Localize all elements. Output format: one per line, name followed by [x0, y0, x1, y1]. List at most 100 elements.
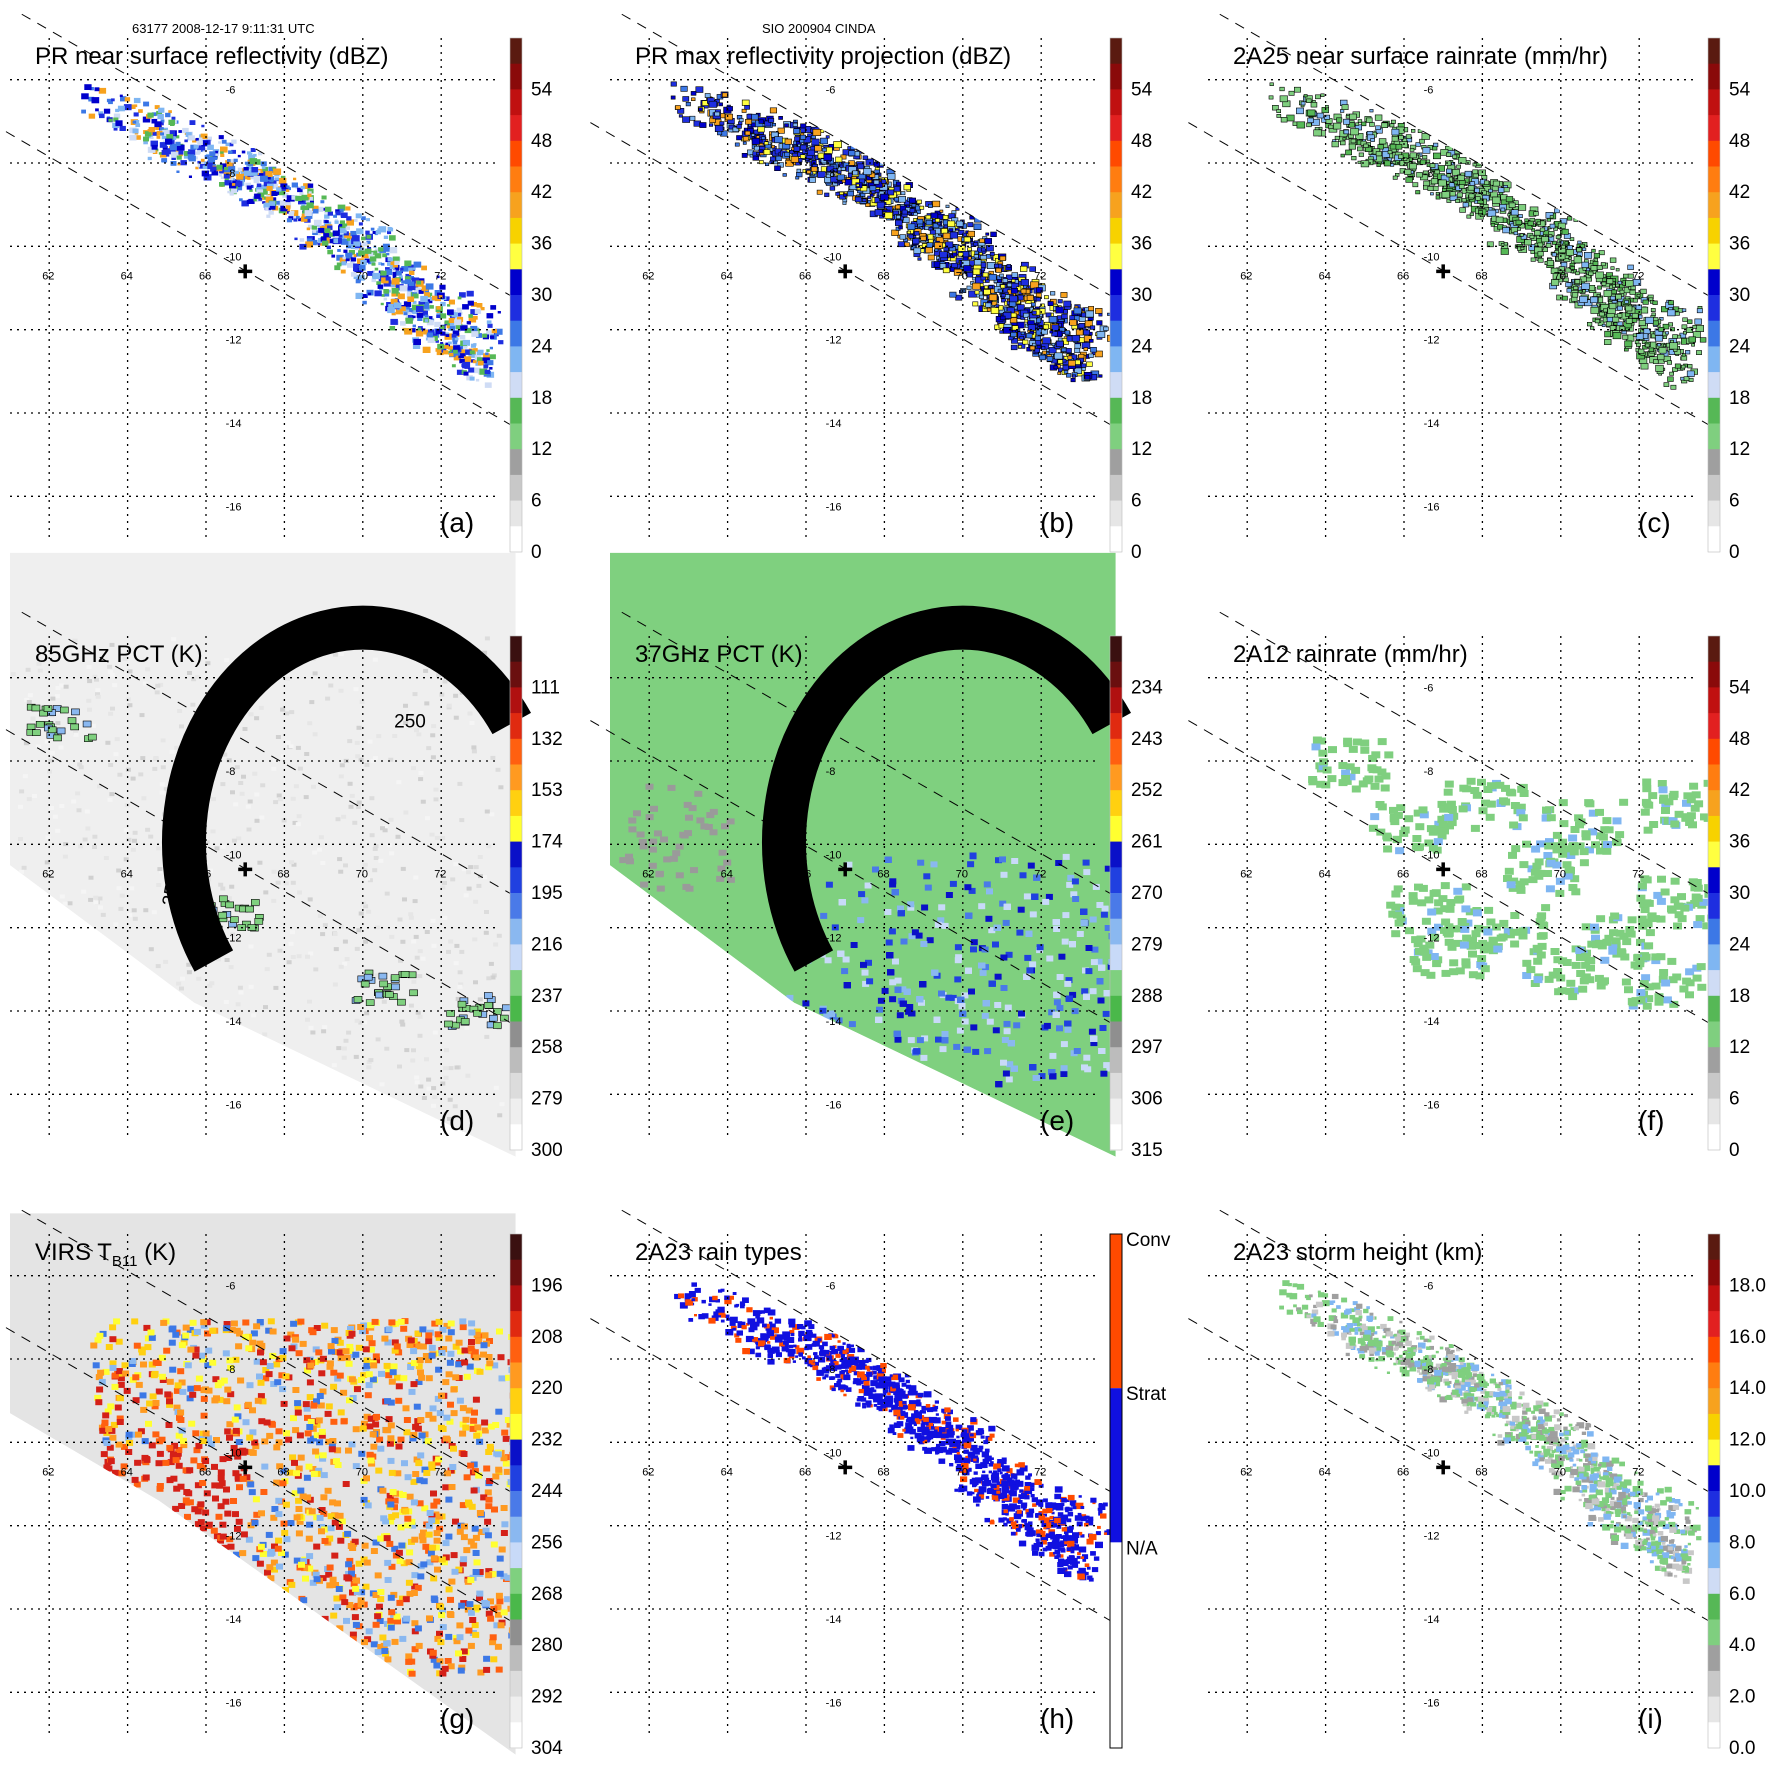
colorbar-label: 6	[531, 491, 542, 512]
lon-tick-label: 62	[1240, 869, 1252, 881]
colorbar-label: 220	[531, 1378, 563, 1399]
colorbar-label: 18	[1131, 388, 1152, 409]
lat-tick-label: -8	[226, 766, 236, 778]
panel-e: 62 64 66 68 70 72 -6 -8 -10 -12 -14 -16 37GHz PCT (K…	[590, 552, 1163, 1161]
lat-tick-label: -16	[226, 501, 242, 513]
lon-tick-label: 62	[642, 271, 654, 283]
colorbar-label: 24	[531, 336, 553, 357]
lat-tick-label: -12	[826, 933, 842, 945]
lat-tick-label: -16	[226, 1697, 242, 1709]
colorbar-label: 14.0	[1729, 1378, 1766, 1399]
colorbar-label: 4.0	[1729, 1635, 1755, 1656]
colorbar-label: 8.0	[1729, 1532, 1755, 1553]
colorbar-d: 111 132 153 174 195 216 237 258 279 300	[509, 635, 563, 1161]
colorbar-label: 315	[1131, 1140, 1163, 1161]
lon-tick-label: 70	[1554, 1467, 1566, 1479]
colorbar-label: 42	[1729, 182, 1750, 203]
panel-title: PR near surface reflectivity (dBZ)	[35, 43, 388, 70]
lat-tick-label: -14	[1424, 418, 1440, 430]
lat-tick-label: -6	[226, 85, 236, 97]
colorbar-label: 54	[1131, 79, 1153, 100]
lon-tick-label: 64	[1319, 271, 1331, 283]
colorbar-label: 244	[531, 1481, 563, 1502]
lon-tick-label: 72	[1034, 1467, 1046, 1479]
colorbar-label: 16.0	[1729, 1327, 1766, 1348]
lat-tick-label: -10	[826, 1447, 842, 1459]
colorbar-label: 30	[1729, 883, 1750, 904]
swath-edge	[1219, 13, 1711, 297]
lat-tick-label: -6	[826, 85, 836, 97]
colorbar-label: 12	[1131, 439, 1152, 460]
colorbar-label: 10.0	[1729, 1481, 1766, 1502]
panel-c: 62 64 66 68 70 72 -6 -8 -10 -12 -14 -16 2A25 near su…	[1188, 13, 1751, 563]
lon-tick-label: 68	[1475, 869, 1487, 881]
lon-tick-label: 68	[1475, 271, 1487, 283]
colorbar-label: 196	[531, 1275, 563, 1296]
colorbar-label: 208	[531, 1327, 563, 1348]
colorbar-label: 279	[1131, 934, 1163, 955]
lat-tick-label: -14	[826, 418, 842, 430]
lon-tick-label: 68	[877, 869, 889, 881]
lon-tick-label: 68	[877, 1467, 889, 1479]
lat-tick-label: -16	[226, 1099, 242, 1111]
swath-edge	[1219, 1209, 1711, 1493]
colorbar-a: 54 48 42 36 30 24 18 12 6 0	[509, 37, 553, 563]
panel-title: 2A23 rain types	[635, 1239, 802, 1266]
colorbar-label: 195	[531, 883, 563, 904]
lat-tick-label: -12	[1424, 1531, 1440, 1543]
lon-tick-label: 72	[1632, 1467, 1644, 1479]
lat-tick-label: -14	[226, 1614, 242, 1626]
colorbar-label: 297	[1131, 1037, 1163, 1058]
colorbar-label: 12	[531, 439, 552, 460]
colorbar-label: 279	[531, 1089, 563, 1110]
field-e	[610, 552, 1116, 1157]
lat-tick-label: -6	[226, 683, 236, 695]
colorbar-e: 234 243 252 261 270 279 288 297 306 315	[1109, 635, 1163, 1161]
lat-tick-label: -10	[1424, 1447, 1440, 1459]
colorbar-label: 261	[1131, 832, 1163, 853]
panel-title: 2A12 rainrate (mm/hr)	[1233, 641, 1468, 668]
lat-tick-label: -10	[226, 251, 242, 263]
storm-center-marker	[838, 264, 853, 279]
panel-g: 62 64 66 68 70 72 -6 -8 -10 -12 -14 -16 VIRS TB11 (K…	[0, 1209, 563, 1759]
panel-label: (f)	[1638, 1105, 1664, 1136]
lon-tick-label: 70	[356, 271, 368, 283]
panel-label: (g)	[440, 1703, 474, 1734]
colorbar-label: 111	[531, 677, 560, 698]
colorbar-label: 6	[1131, 491, 1142, 512]
lon-tick-label: 72	[1034, 271, 1046, 283]
swath-edge	[21, 13, 513, 297]
lon-tick-label: 66	[199, 869, 211, 881]
colorbar-label: 292	[531, 1687, 563, 1708]
lat-tick-label: -6	[826, 683, 836, 695]
lat-tick-label: -6	[826, 1281, 836, 1293]
storm-center-marker	[238, 1460, 253, 1475]
lat-tick-label: -10	[226, 1447, 242, 1459]
lon-tick-label: 68	[1475, 1467, 1487, 1479]
colorbar-label: 36	[531, 234, 552, 255]
field-h	[674, 1282, 1110, 1582]
lon-tick-label: 66	[1397, 869, 1409, 881]
lat-tick-label: -12	[826, 1531, 842, 1543]
lat-tick-label: -8	[226, 1364, 236, 1376]
storm-center-marker	[238, 862, 253, 877]
panel-title: PR max reflectivity projection (dBZ)	[635, 43, 1011, 70]
lat-tick-label: -10	[1424, 849, 1440, 861]
colorbar-label: 36	[1729, 234, 1750, 255]
storm-center-marker	[838, 1460, 853, 1475]
field-f	[1308, 736, 1714, 1010]
lat-tick-label: -6	[226, 1281, 236, 1293]
lat-tick-label: -16	[826, 1099, 842, 1111]
lon-tick-label: 62	[642, 1467, 654, 1479]
colorbar-label: 54	[1729, 79, 1751, 100]
panel-f: 62 64 66 68 70 72 -6 -8 -10 -12 -14 -16 2A12 rainrat…	[1188, 611, 1751, 1161]
lon-tick-label: 72	[434, 271, 446, 283]
lat-tick-label: -8	[826, 168, 836, 180]
swath-edge	[21, 611, 513, 895]
swath-edge	[621, 1209, 1113, 1493]
colorbar-label: 42	[1729, 780, 1750, 801]
colorbar-label: 6	[1729, 1089, 1740, 1110]
colorbar-g: 196 208 220 232 244 256 268 280 292 304	[509, 1233, 563, 1759]
lon-tick-label: 70	[956, 1467, 968, 1479]
